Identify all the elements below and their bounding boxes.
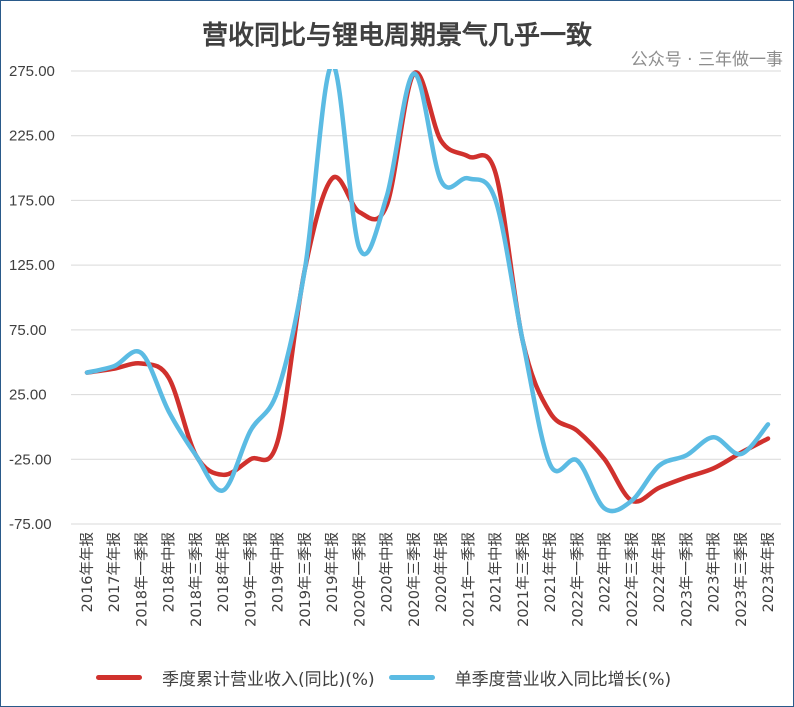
x-tick-label: 2020年一季报: [351, 532, 368, 627]
x-tick-label: 2021年三季报: [515, 532, 532, 627]
x-tick-label: 2020年中报: [379, 532, 396, 612]
x-tick-label: 2023年中报: [706, 532, 723, 612]
y-tick-label: 75.00: [9, 322, 47, 339]
y-tick-label: 225.00: [9, 128, 55, 145]
x-tick-label: 2022年一季报: [569, 532, 586, 627]
y-tick-label: 275.00: [9, 63, 55, 80]
x-tick-label: 2020年三季报: [406, 532, 423, 627]
y-tick-label: 25.00: [9, 387, 47, 404]
x-tick-label: 2022年三季报: [624, 532, 641, 627]
x-tick-label: 2020年年报: [433, 532, 450, 612]
legend: 季度累计营业收入(同比)(%) 单季度营业收入同比增长(%): [96, 665, 671, 690]
x-tick-label: 2019年年报: [324, 532, 341, 612]
y-tick-label: -25.00: [9, 451, 52, 468]
x-tick-label: 2023年年报: [760, 532, 777, 612]
legend-swatch-single-quarter: [388, 675, 435, 680]
y-tick-label: -75.00: [9, 516, 52, 533]
legend-swatch-cumulative: [96, 675, 142, 680]
x-tick-label: 2021年年报: [542, 532, 559, 612]
x-tick-label: 2018年年报: [215, 532, 232, 612]
y-tick-label: 175.00: [9, 192, 55, 209]
chart-title: 营收同比与锂电周期景气几乎一致: [201, 21, 592, 51]
x-tick-label: 2022年中报: [597, 532, 614, 612]
series-line-cumulative: [84, 70, 771, 504]
legend-label-cumulative: 季度累计营业收入(同比)(%): [162, 670, 375, 690]
x-tick-label: 2018年三季报: [188, 532, 205, 627]
x-tick-label: 2023年一季报: [678, 532, 695, 627]
legend-label-single-quarter: 单季度营业收入同比增长(%): [454, 670, 672, 690]
x-tick-label: 2018年中报: [161, 532, 178, 612]
x-tick-label: 2017年年报: [106, 532, 123, 612]
x-tick-label: 2019年三季报: [297, 532, 314, 627]
y-tick-label: 125.00: [9, 257, 55, 274]
series-line-single-quarter: [84, 69, 771, 514]
x-tick-label: 2016年年报: [79, 532, 96, 612]
x-tick-label: 2021年一季报: [460, 532, 477, 627]
x-tick-label: 2019年中报: [270, 532, 287, 612]
x-tick-label: 2021年中报: [488, 532, 505, 612]
x-tick-label: 2019年一季报: [242, 532, 259, 627]
watermark: 公众号 · 三年做一事: [630, 50, 783, 70]
x-tick-label: 2018年一季报: [133, 532, 150, 627]
x-tick-label: 2023年三季报: [733, 532, 750, 627]
x-tick-label: 2022年年报: [651, 532, 668, 612]
